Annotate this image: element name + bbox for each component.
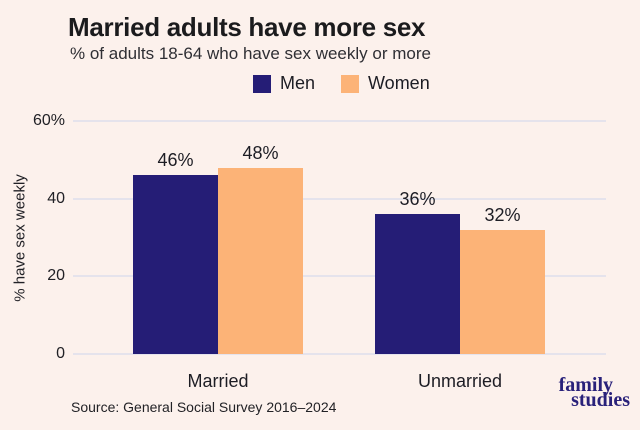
chart-legend: Men Women [253, 73, 430, 94]
y-tick-label: 0 [56, 345, 65, 362]
brand-logo-line1: family [558, 374, 613, 396]
bar-value-label: 48% [242, 142, 279, 163]
chart-title: Married adults have more sex [68, 12, 426, 42]
legend-label-women: Women [368, 73, 430, 93]
legend-item-women: Women [341, 73, 430, 94]
y-tick-label: 60% [32, 111, 65, 129]
y-tick-label: 40 [47, 189, 65, 207]
bar-women-married [218, 167, 303, 354]
category-label: Unmarried [417, 371, 503, 391]
legend-label-men: Men [280, 73, 316, 93]
bar-value-label: 46% [157, 150, 194, 171]
bar-value-label: 36% [399, 189, 436, 210]
legend-item-men: Men [253, 73, 315, 94]
brand-logo-line2: studies [571, 389, 630, 411]
legend-swatch-men [253, 74, 271, 93]
category-label: Married [187, 371, 249, 391]
y-tick-label: 20 [47, 267, 65, 285]
brand-logo: family studies [558, 374, 630, 411]
grid-line [73, 353, 606, 355]
bar-value-label: 32% [484, 204, 521, 225]
grid-line [73, 119, 606, 122]
chart-subtitle: % of adults 18-64 who have sex weekly or… [70, 44, 431, 63]
legend-swatch-women [341, 74, 360, 93]
bar-men-married [133, 175, 218, 354]
bar-men-unmarried [375, 214, 460, 354]
grid-line [73, 275, 606, 278]
bar-women-unmarried [460, 229, 545, 354]
grid-line [73, 197, 606, 200]
source-note: Source: General Social Survey 2016–2024 [71, 399, 337, 415]
